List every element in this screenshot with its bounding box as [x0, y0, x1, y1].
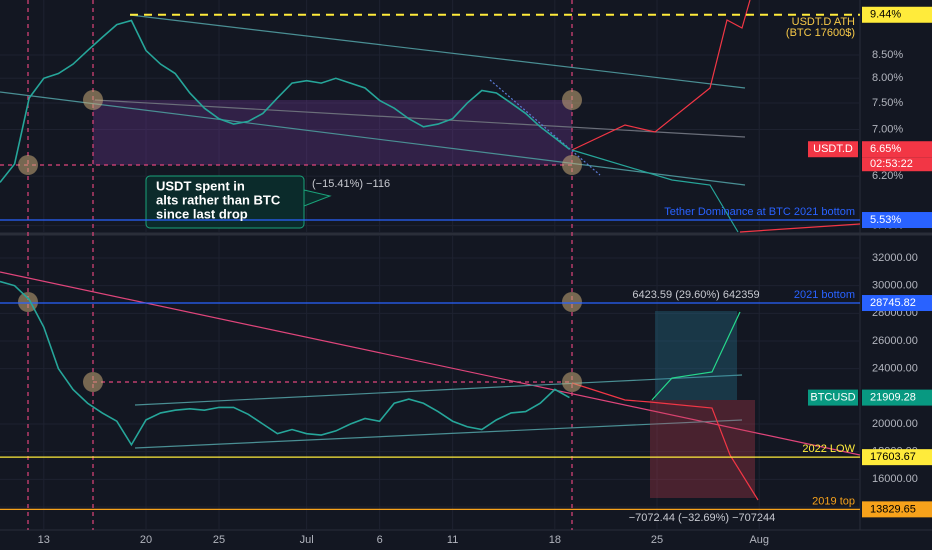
price-label: 13829.65 [870, 503, 916, 515]
symbol-label: BTCUSD [810, 391, 855, 403]
x-tick-label: 13 [38, 534, 50, 546]
price-label: 28745.82 [870, 297, 916, 309]
price-label-box [862, 141, 932, 158]
price-label-box [862, 295, 932, 312]
price-label: 17603.67 [870, 451, 916, 463]
callout-text: since last drop [156, 206, 248, 221]
price-label: 21909.28 [870, 391, 916, 403]
pivot-marker [562, 155, 582, 175]
y-tick-label: 30000.00 [872, 280, 918, 292]
measure-text: 6423.59 (29.60%) 642359 [632, 289, 759, 301]
pivot-marker [562, 90, 582, 110]
x-tick-label: Aug [749, 534, 769, 546]
x-tick-label: 18 [549, 534, 561, 546]
price-label-box [862, 6, 932, 23]
y-tick-label: 6.20% [872, 170, 903, 182]
channel-line [0, 91, 746, 186]
y-tick-label: 32000.00 [872, 252, 918, 264]
price-label: 5.53% [870, 214, 901, 226]
channel-line [134, 374, 743, 406]
price-line [0, 280, 570, 447]
ath-note: (BTC 17600$) [786, 27, 855, 39]
y-tick-label: 26000.00 [872, 335, 918, 347]
pivot-marker [83, 372, 103, 392]
x-tick-label: 11 [447, 534, 458, 546]
price-label: 6.65% [870, 143, 901, 155]
pivot-marker [18, 155, 38, 175]
y-tick-label: 16000.00 [872, 473, 918, 485]
callout-text: alts rather than BTC [156, 192, 281, 207]
price-label: 9.44% [870, 9, 901, 21]
x-tick-label: 25 [213, 534, 225, 546]
y-tick-label: 20000.00 [872, 418, 918, 430]
projection-path [739, 223, 861, 233]
y-tick-label: 8.00% [872, 72, 903, 84]
level-text: 2019 top [812, 495, 855, 507]
pivot-marker [562, 372, 582, 392]
price-line [0, 19, 570, 183]
measure-up-box [655, 311, 737, 400]
x-tick-label: 6 [377, 534, 383, 546]
price-label-box [862, 212, 932, 229]
y-tick-label: 24000.00 [872, 363, 918, 375]
level-text: 2021 bottom [794, 289, 855, 301]
level-text: 2022 LOW [802, 443, 855, 455]
measure-text: −7072.44 (−32.69%) −707244 [629, 512, 776, 524]
x-tick-label: 25 [651, 534, 663, 546]
measure-down-box [650, 400, 755, 498]
pivot-marker [562, 292, 582, 312]
callout-pointer [303, 189, 332, 207]
y-tick-label: 7.00% [872, 123, 903, 135]
projection-path [571, 149, 739, 233]
level-text: Tether Dominance at BTC 2021 bottom [664, 206, 855, 218]
projection-path [571, 382, 759, 501]
x-tick-label: Jul [300, 534, 314, 546]
measure-text: (−15.41%) −116 [312, 178, 390, 190]
y-tick-label: 8.50% [872, 49, 903, 61]
countdown-box [862, 157, 932, 172]
symbol-label-box [808, 141, 858, 158]
callout-text: USDT spent in [156, 178, 245, 193]
price-label-box [862, 449, 932, 466]
x-tick-label: 20 [140, 534, 152, 546]
channel-line [129, 14, 746, 89]
projection-path [651, 311, 741, 401]
price-label-box [862, 389, 932, 406]
y-tick-label: 7.50% [872, 97, 903, 109]
pivot-marker [83, 90, 103, 110]
channel-line [134, 419, 743, 449]
symbol-label-box [808, 389, 858, 406]
ath-note: USDT.D ATH [792, 16, 855, 28]
drawings [0, 0, 861, 530]
channel-line [489, 79, 601, 176]
symbol-label: USDT.D [813, 143, 853, 155]
countdown: 02:53:22 [870, 158, 913, 170]
range-box [93, 100, 572, 165]
price-label-box [862, 501, 932, 518]
projection-path [571, 0, 751, 151]
